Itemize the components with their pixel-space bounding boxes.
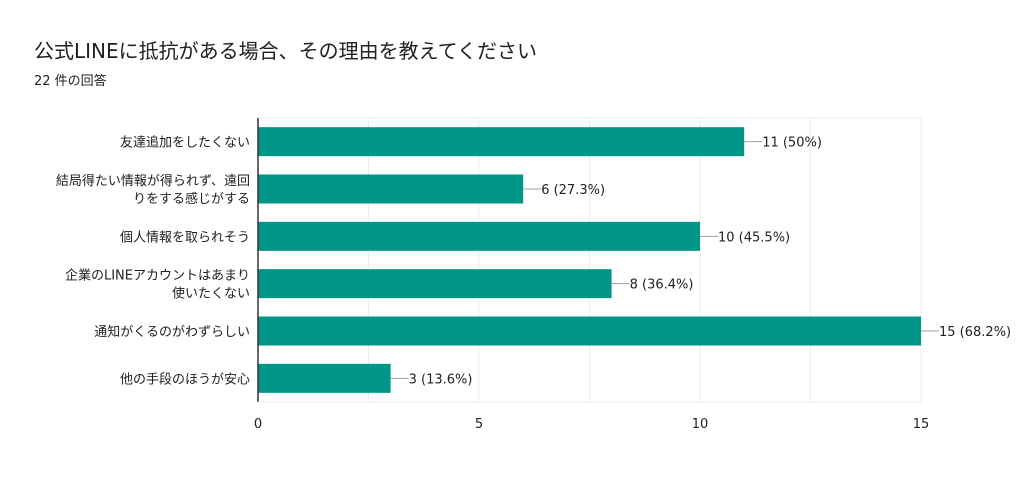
category-label: りをする感じがする	[133, 191, 250, 207]
category-label: 使いたくない	[172, 286, 250, 302]
bar	[258, 269, 612, 299]
data-label: 6 (27.3%)	[541, 183, 605, 198]
x-tick-label: 0	[254, 417, 262, 432]
data-label: 3 (13.6%)	[409, 372, 473, 387]
data-label: 8 (36.4%)	[630, 278, 694, 293]
data-label: 10 (45.5%)	[718, 230, 790, 245]
bar	[258, 127, 745, 157]
data-label: 15 (68.2%)	[939, 325, 1011, 340]
x-tick-label: 15	[913, 417, 930, 432]
category-label: 通知がくるのがわずらしい	[94, 324, 250, 340]
data-label: 11 (50%)	[762, 136, 822, 151]
category-label: 企業のLINEアカウントはあまり	[65, 268, 250, 284]
response-count: 22 件の回答	[34, 74, 107, 89]
x-tick-label: 10	[692, 417, 709, 432]
bar	[258, 221, 700, 251]
category-label: 他の手段のほうが安心	[120, 372, 250, 387]
x-tick-label: 5	[475, 417, 483, 432]
bar	[258, 174, 524, 204]
category-label: 個人情報を取られそう	[120, 230, 250, 245]
chart-title: 公式LINEに抵抗がある場合、その理由を教えてください	[34, 39, 538, 63]
bar	[258, 363, 391, 393]
category-label: 友達追加をしたくない	[120, 135, 250, 151]
bar	[258, 316, 921, 346]
category-label: 結局得たい情報が得られず、遠回	[56, 173, 250, 189]
